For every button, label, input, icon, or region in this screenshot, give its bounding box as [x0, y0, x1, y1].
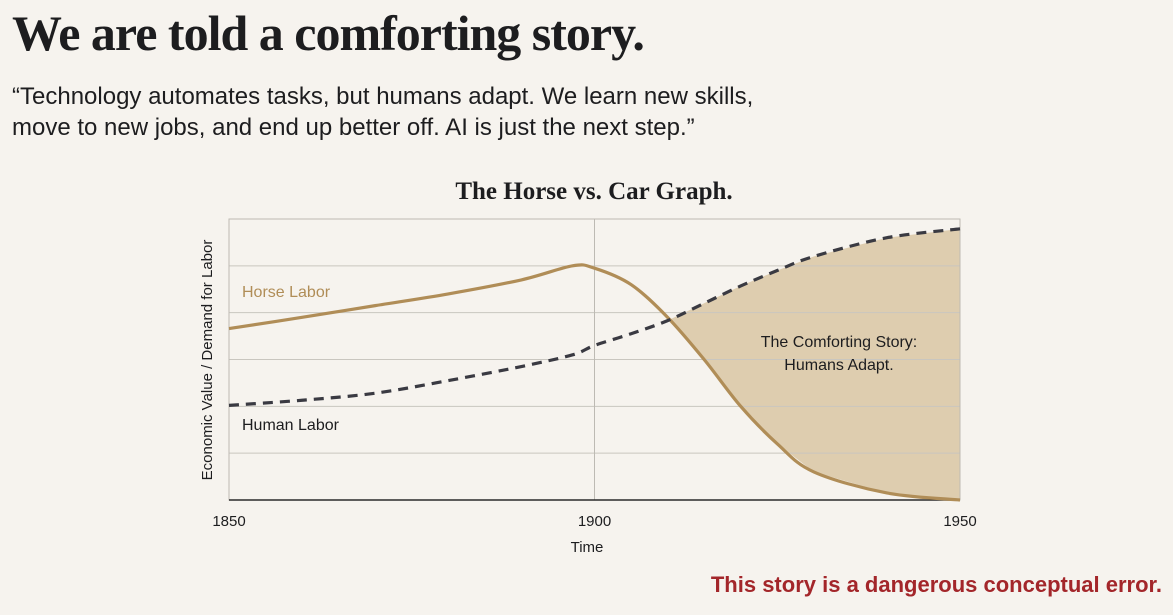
series-line — [228, 227, 961, 407]
x-tick-label: 1900 — [578, 513, 611, 530]
shaded-region — [669, 228, 960, 500]
x-axis-label: Time — [571, 539, 604, 556]
annotation: Humans Adapt. — [784, 357, 893, 374]
slide-title: We are told a comforting story. — [12, 5, 644, 61]
x-tick-label: 1850 — [212, 513, 245, 530]
chart-title: The Horse vs. Car Graph. — [455, 178, 732, 205]
quote-line: “Technology automates tasks, but humans … — [12, 83, 753, 110]
series-line — [228, 263, 961, 502]
quote-line: move to new jobs, and end up better off.… — [12, 114, 695, 141]
legend-label: Human Labor — [242, 417, 340, 434]
footer-note: This story is a dangerous conceptual err… — [711, 572, 1162, 597]
legend-label: Horse Labor — [242, 284, 331, 301]
annotation: The Comforting Story: — [761, 334, 918, 351]
y-axis-label: Economic Value / Demand for Labor — [199, 240, 216, 481]
plot: 1850 1900 1950 Horse Labor Human Labor The Co… — [212, 218, 977, 530]
x-tick-label: 1950 — [943, 513, 976, 530]
